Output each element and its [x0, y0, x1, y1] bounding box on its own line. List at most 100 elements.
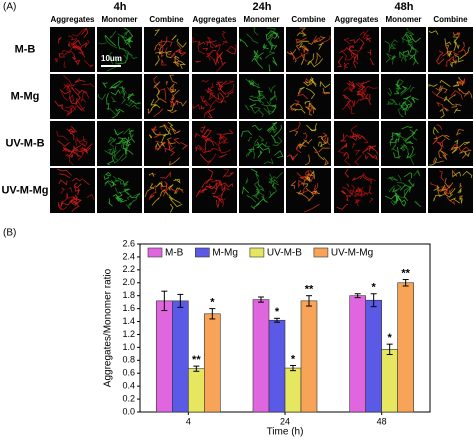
fiber: [438, 147, 443, 159]
fiber: [455, 129, 464, 136]
fiber: [80, 99, 84, 102]
fiber: [171, 197, 181, 204]
fiber: [318, 42, 324, 50]
fiber: [408, 145, 414, 159]
fiber: [393, 152, 401, 159]
fiber: [153, 75, 158, 84]
fiber: [304, 78, 313, 85]
fiber: [81, 89, 90, 99]
y-axis-label: Aggregates/Monomer ratio: [103, 268, 114, 387]
fiber: [410, 56, 417, 66]
fiber: [144, 186, 155, 198]
fiber: [351, 52, 358, 60]
fiber: [253, 52, 264, 58]
fiber: [170, 89, 180, 100]
fiber: [453, 32, 460, 38]
fiber: [274, 150, 284, 158]
fiber: [223, 172, 235, 177]
fiber: [72, 27, 88, 37]
fiber: [165, 50, 172, 58]
fiber: [68, 128, 75, 134]
fiber: [343, 37, 351, 45]
fiber: [290, 51, 297, 63]
fiber: [115, 140, 123, 145]
fiber: [349, 135, 358, 141]
fiber: [433, 134, 444, 140]
legend-swatch: [147, 247, 163, 258]
bar: [188, 368, 205, 413]
fiber: [166, 137, 176, 145]
significance: *: [291, 353, 296, 365]
fiber: [246, 150, 252, 158]
fiber: [457, 188, 462, 194]
fiber: [400, 57, 407, 62]
y-tick-label: 1.6: [122, 303, 135, 313]
fiber: [398, 133, 407, 140]
fiber: [148, 134, 152, 139]
fiber: [123, 188, 130, 195]
fiber: [195, 189, 201, 198]
fiber: [294, 103, 304, 109]
fiber: [343, 62, 348, 69]
fiber: [305, 187, 317, 195]
fiber: [320, 135, 327, 144]
fiber: [403, 185, 415, 196]
fiber: [359, 30, 366, 39]
fiber: [438, 186, 447, 191]
fiber: [63, 61, 66, 69]
fiber: [349, 100, 356, 108]
fiber: [402, 135, 412, 145]
fiber: [458, 48, 467, 57]
fiber: [256, 97, 265, 103]
fiber: [275, 34, 280, 39]
fiber: [350, 190, 363, 196]
fiber: [394, 192, 400, 203]
fiber: [252, 27, 259, 36]
fiber: [369, 58, 375, 66]
fiber: [400, 144, 406, 152]
fiber: [180, 142, 188, 150]
fiber: [364, 145, 375, 152]
fiber: [76, 143, 93, 152]
fiber: [119, 47, 128, 55]
fiber: [303, 203, 320, 213]
fiber: [154, 55, 160, 66]
micrograph: [144, 74, 189, 119]
fiber: [213, 57, 219, 67]
fiber: [60, 187, 65, 195]
fiber: [439, 79, 451, 87]
fiber: [289, 105, 296, 112]
fiber: [114, 149, 121, 161]
fiber: [269, 44, 274, 53]
fiber: [67, 107, 73, 116]
fiber: [294, 108, 306, 114]
fiber: [153, 108, 164, 118]
fiber: [251, 191, 260, 198]
fiber: [125, 100, 135, 107]
fiber: [296, 192, 311, 201]
legend-label: M-B: [165, 248, 184, 259]
fiber: [297, 144, 307, 149]
fiber: [391, 54, 396, 65]
fiber: [79, 148, 84, 155]
fiber: [315, 51, 322, 64]
micrograph: [192, 27, 237, 72]
fiber: [109, 30, 117, 39]
fiber: [259, 146, 271, 154]
fiber: [298, 179, 306, 188]
fiber: [123, 30, 130, 36]
fiber: [124, 27, 134, 37]
fiber: [309, 58, 324, 68]
fiber: [349, 37, 360, 44]
fiber: [355, 97, 366, 105]
fiber: [115, 58, 123, 65]
fiber: [63, 75, 75, 87]
fiber: [305, 87, 316, 100]
fiber: [312, 35, 322, 42]
fiber: [362, 85, 379, 93]
fiber: [68, 94, 74, 103]
fiber: [121, 95, 126, 105]
fiber: [403, 53, 410, 61]
fiber: [452, 81, 460, 87]
y-tick-label: 0.4: [122, 381, 135, 391]
